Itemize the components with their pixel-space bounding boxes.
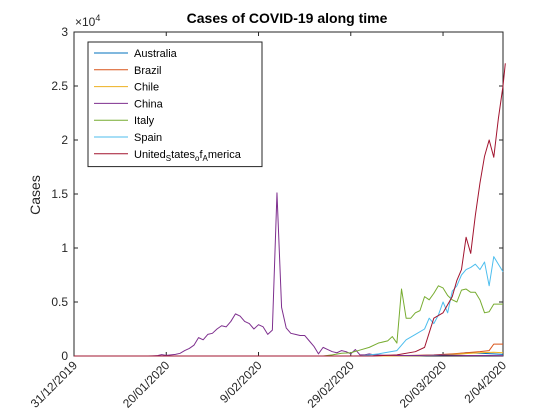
series-line-italy: [74, 285, 503, 357]
legend-label: Italy: [134, 115, 155, 127]
y-exponent: ×104: [75, 13, 100, 29]
y-tick-label: 2.5: [51, 79, 68, 93]
x-tick-label: 2/04/2020: [461, 358, 509, 406]
x-tick-label: 20/03/2020: [397, 358, 450, 411]
x-tick-label: 31/12/2019: [28, 358, 81, 411]
y-axis-label: Cases: [27, 175, 43, 215]
y-tick-label: 0.5: [51, 295, 68, 309]
chart-title: Cases of COVID-19 along time: [187, 10, 388, 26]
y-tick-label: 3: [61, 25, 68, 39]
y-tick-label: 1.5: [51, 187, 68, 201]
x-tick-label: 29/02/2020: [305, 358, 358, 411]
y-tick-label: 0: [61, 349, 68, 363]
legend-label: UnitedStatesofAmerica: [134, 149, 242, 163]
y-tick-label: 2: [61, 133, 68, 147]
x-tick-label: 20/01/2020: [120, 358, 173, 411]
legend-label: Australia: [134, 48, 178, 60]
series-line-spain: [74, 256, 504, 357]
series-line-china: [74, 192, 504, 357]
y-tick-label: 1: [61, 241, 68, 255]
legend-box: [87, 41, 263, 168]
legend: Australia Brazil Chile China Italy Spain Unite…: [87, 41, 263, 168]
legend-label: China: [134, 98, 164, 110]
x-tick-label: 9/02/2020: [217, 358, 265, 406]
legend-label: Chile: [134, 82, 159, 94]
legend-label: Spain: [134, 132, 162, 144]
series-line-united-states-of-america: [74, 63, 506, 357]
legend-label: Brazil: [134, 65, 162, 77]
